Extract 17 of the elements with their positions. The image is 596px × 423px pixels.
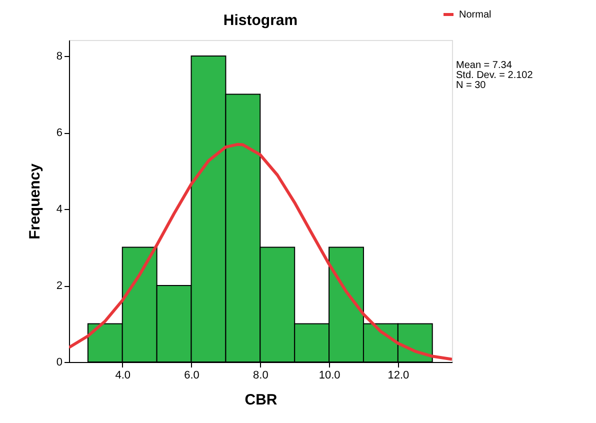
y-tick-label: 4 — [56, 204, 62, 216]
y-tick-label: 2 — [56, 280, 62, 292]
x-axis-title: CBR — [244, 392, 278, 408]
x-tick-label: 12.0 — [388, 370, 410, 382]
y-tick-label: 6 — [56, 127, 62, 140]
x-tick-label: 8.0 — [253, 370, 268, 382]
text: Mean = 7.34 — [456, 60, 512, 71]
chart-title: Histogram — [223, 12, 298, 29]
y-axis-title: Frequency — [26, 162, 44, 240]
y-tick-label: 0 — [56, 356, 62, 368]
x-tick-label: 6.0 — [184, 370, 200, 382]
x-tick-label: 4.0 — [115, 370, 131, 382]
text: Std. Dev. = 2.102 — [456, 70, 534, 81]
x-tick-label: 10.0 — [318, 370, 340, 382]
y-tick-label: 8 — [56, 50, 62, 63]
legend-label: Normal — [459, 10, 492, 20]
text: N = 30 — [456, 80, 486, 91]
